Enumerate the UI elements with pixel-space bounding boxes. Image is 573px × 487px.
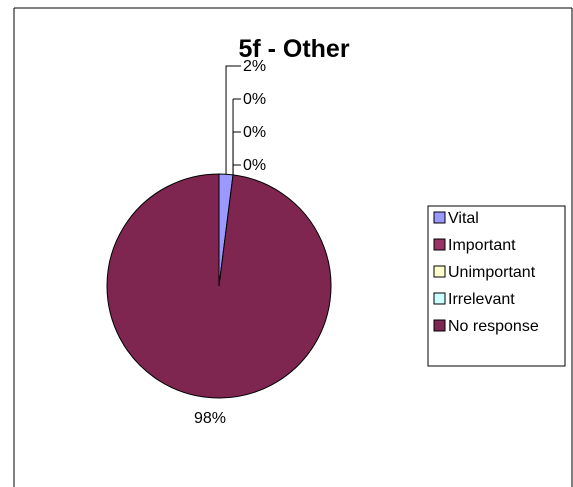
- data-label-unimportant: 0%: [243, 124, 266, 141]
- legend-label-irrelevant: Irrelevant: [448, 291, 515, 308]
- leader-lines: [225, 65, 241, 175]
- data-label-important: 0%: [243, 91, 266, 108]
- legend-swatch-no-response: [433, 319, 446, 332]
- slice-no-response: [106, 173, 332, 399]
- legend-label-vital: Vital: [448, 210, 479, 227]
- legend-label-unimportant: Unimportant: [448, 264, 536, 281]
- data-labels: 2% 0% 0% 0% 98%: [194, 58, 266, 427]
- legend-label-no-response: No response: [448, 318, 539, 335]
- data-label-no-response: 98%: [194, 410, 226, 427]
- leader-line-irrelevant: [232, 164, 241, 175]
- chart-title: 5f - Other: [238, 35, 349, 63]
- data-label-vital: 2%: [243, 58, 266, 75]
- legend-swatch-important: [433, 238, 446, 251]
- legend: Vital Important Unimportant Irrelevant No re…: [427, 205, 566, 367]
- legend-box: [427, 205, 566, 367]
- leader-line-vital: [225, 65, 241, 175]
- leader-line-unimportant: [232, 131, 241, 175]
- legend-swatch-irrelevant: [433, 292, 446, 305]
- legend-swatch-unimportant: [433, 265, 446, 278]
- data-label-irrelevant: 0%: [243, 157, 266, 174]
- pie-slices: [106, 173, 332, 399]
- legend-swatch-vital: [433, 211, 446, 224]
- legend-label-important: Important: [448, 237, 516, 254]
- leader-line-important: [232, 98, 241, 175]
